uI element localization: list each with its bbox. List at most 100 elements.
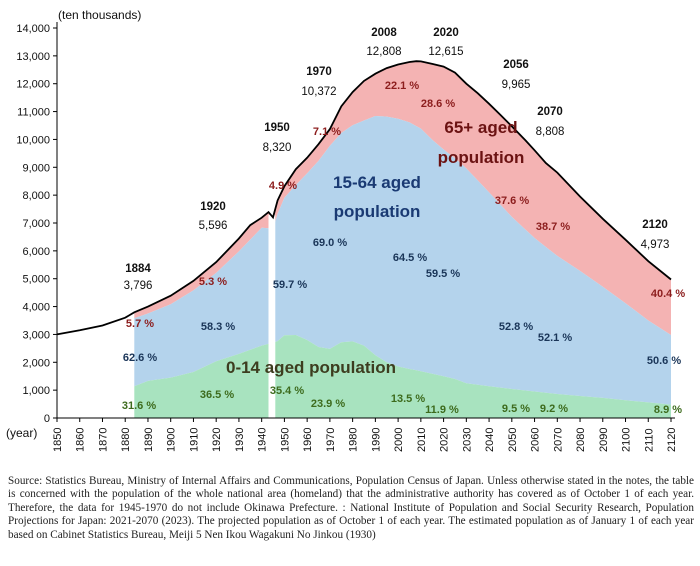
share-label-65-plus: 37.6 %	[495, 195, 529, 207]
chart-labels: (ten thousands) (year) 1884 3,796 1920 5,596 1…	[6, 8, 685, 440]
y-tick-label: 11,000	[17, 107, 50, 119]
share-label-0-14: 13.5 %	[391, 393, 425, 405]
point-value-label: 12,615	[428, 46, 463, 58]
share-label-0-14: 8.9 %	[654, 404, 682, 416]
x-axis-title: (year)	[6, 426, 37, 440]
share-label-0-14: 31.6 %	[122, 400, 156, 412]
x-tick-label: 2070	[552, 428, 564, 452]
x-tick-label: 1850	[52, 428, 64, 452]
share-label-15-64: 52.8 %	[499, 321, 533, 333]
y-tick-label: 1,000	[22, 385, 50, 397]
population-chart: 0 1,000 2,000 3,000 4,000 5,000 6,000 7,000 8,00…	[6, 8, 685, 452]
point-year-label: 2056	[503, 59, 529, 71]
x-tick-label: 1960	[302, 428, 314, 452]
data-gap-1945	[268, 214, 276, 418]
x-tick-label: 2030	[461, 428, 473, 452]
x-tick-label: 1870	[97, 428, 109, 452]
share-label-65-plus: 22.1 %	[385, 80, 419, 92]
point-value-label: 12,808	[366, 46, 401, 58]
point-value-label: 3,796	[124, 280, 153, 292]
share-label-15-64: 59.5 %	[426, 268, 460, 280]
point-year-label: 2008	[371, 27, 397, 39]
x-tick-label: 2080	[575, 428, 587, 452]
share-label-0-14: 9.5 %	[502, 403, 530, 415]
share-label-65-plus: 40.4 %	[651, 288, 685, 300]
x-tick-label: 2060	[530, 428, 542, 452]
area-15-64	[134, 116, 672, 405]
band-label-15-64-line1: 15-64 aged	[333, 173, 421, 192]
point-value-label: 9,965	[502, 79, 531, 91]
share-label-0-14: 36.5 %	[200, 389, 234, 401]
share-label-0-14: 11.9 %	[425, 404, 459, 416]
area-layers	[56, 60, 672, 418]
point-value-label: 8,808	[536, 126, 565, 138]
share-label-0-14: 35.4 %	[270, 385, 304, 397]
y-tick-label: 8,000	[22, 190, 50, 202]
x-tick-label: 2020	[439, 428, 451, 452]
share-label-15-64: 50.6 %	[647, 355, 681, 367]
y-unit-label: (ten thousands)	[58, 8, 141, 22]
point-value-label: 4,973	[641, 239, 670, 251]
point-value-label: 8,320	[263, 142, 292, 154]
x-tick-label: 2040	[484, 428, 496, 452]
y-tick-label: 9,000	[22, 162, 50, 174]
y-tick-label: 5,000	[22, 274, 50, 286]
point-year-label: 1970	[306, 66, 332, 78]
y-tick-label: 10,000	[16, 134, 50, 146]
point-value-label: 5,596	[199, 220, 228, 232]
x-tick-label: 1910	[188, 428, 200, 452]
source-note: Source: Statistics Bureau, Ministry of I…	[8, 475, 694, 541]
share-label-65-plus: 4.9 %	[269, 180, 297, 192]
share-label-0-14: 23.9 %	[311, 398, 345, 410]
share-label-65-plus: 28.6 %	[421, 98, 455, 110]
point-year-label: 1884	[125, 263, 151, 275]
share-label-15-64: 52.1 %	[538, 332, 572, 344]
share-label-65-plus: 38.7 %	[536, 221, 570, 233]
share-label-0-14: 9.2 %	[540, 403, 568, 415]
x-tick-label: 1950	[279, 428, 291, 452]
point-year-label: 1920	[200, 201, 226, 213]
share-label-15-64: 69.0 %	[313, 237, 347, 249]
x-tick-label: 2120	[666, 428, 678, 452]
axes: 0 1,000 2,000 3,000 4,000 5,000 6,000 7,000 8,00…	[16, 22, 678, 452]
band-label-65-line2: population	[438, 148, 525, 167]
point-year-label: 2020	[433, 27, 459, 39]
x-tick-label: 1890	[143, 428, 155, 452]
total-population-line	[56, 60, 672, 336]
point-value-label: 10,372	[301, 86, 336, 98]
point-year-label: 2070	[537, 106, 563, 118]
share-label-65-plus: 7.1 %	[313, 126, 341, 138]
x-tick-label: 2110	[643, 428, 655, 452]
x-tick-label: 2010	[416, 428, 428, 452]
x-tick-label: 1970	[325, 428, 337, 452]
y-tick-label: 2,000	[22, 357, 50, 369]
band-label-65-line1: 65+ aged	[444, 118, 517, 137]
share-label-65-plus: 5.7 %	[126, 318, 154, 330]
x-tick-label: 1920	[211, 428, 223, 452]
share-label-15-64: 62.6 %	[123, 352, 157, 364]
x-tick-label: 1940	[257, 428, 269, 452]
share-label-15-64: 58.3 %	[201, 321, 235, 333]
x-tick-label: 1860	[75, 428, 87, 452]
y-tick-label: 14,000	[16, 23, 50, 35]
x-tick-label: 1900	[166, 428, 178, 452]
share-label-15-64: 59.7 %	[273, 279, 307, 291]
area-0-14	[134, 335, 672, 418]
band-label-0-14: 0-14 aged population	[226, 358, 396, 377]
y-tick-label: 0	[44, 413, 50, 425]
x-tick-label: 2090	[598, 428, 610, 452]
y-tick-label: 4,000	[22, 302, 50, 314]
y-tick-label: 12,000	[16, 79, 50, 91]
area-65-plus	[134, 61, 672, 335]
x-tick-label: 1990	[370, 428, 382, 452]
x-tick-label: 1930	[234, 428, 246, 452]
x-tick-label: 2100	[621, 428, 633, 452]
x-tick-label: 1980	[348, 428, 360, 452]
share-label-65-plus: 5.3 %	[199, 276, 227, 288]
y-tick-label: 6,000	[22, 246, 50, 258]
y-tick-label: 13,000	[16, 51, 50, 63]
point-year-label: 2120	[642, 219, 668, 231]
point-year-label: 1950	[264, 122, 290, 134]
x-tick-label: 2000	[393, 428, 405, 452]
y-tick-label: 3,000	[22, 329, 50, 341]
